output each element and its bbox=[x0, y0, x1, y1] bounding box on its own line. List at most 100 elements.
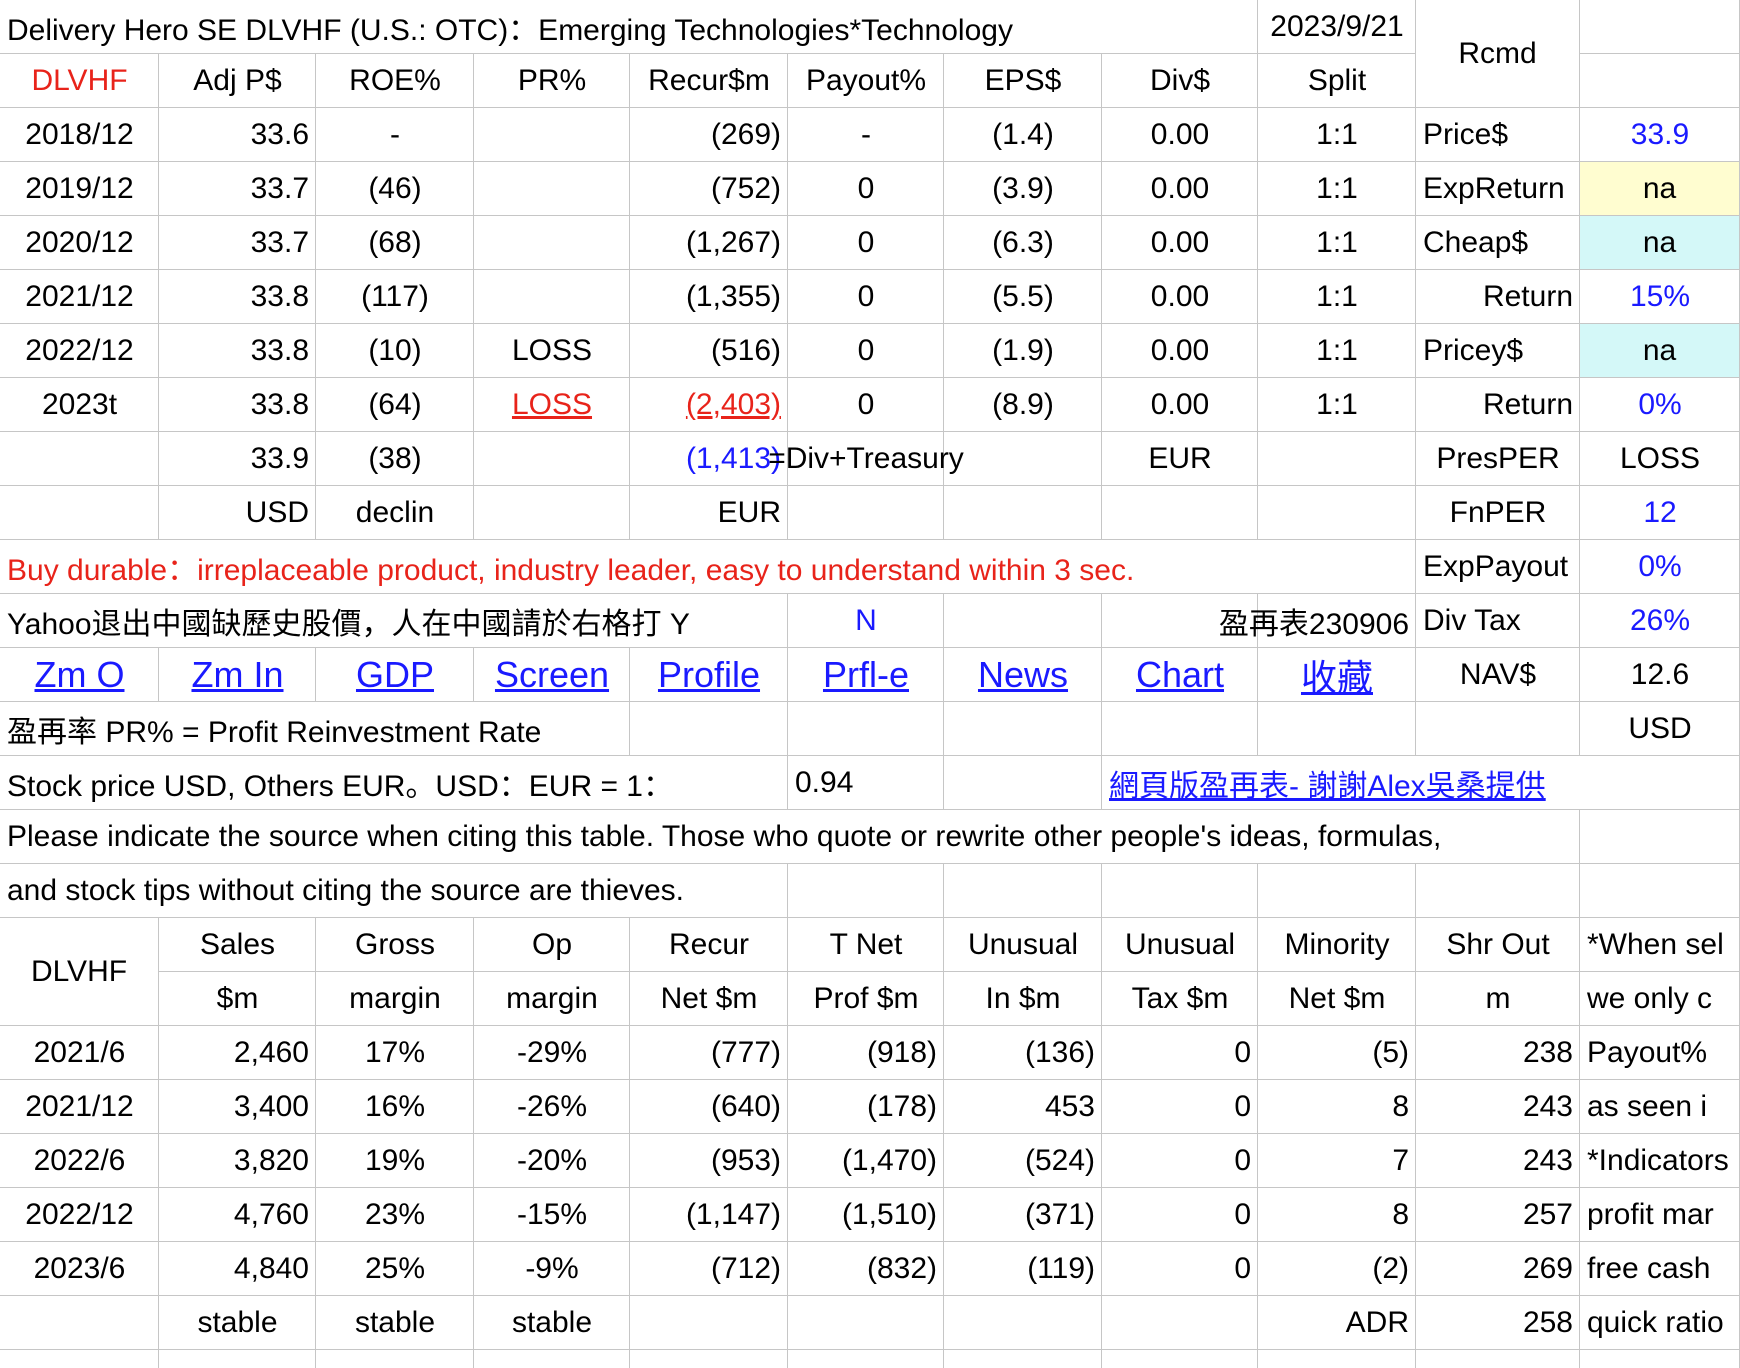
link[interactable]: 網頁版盈再表- 謝謝Alex吳桑提供 bbox=[1102, 756, 1740, 810]
grid-cell bbox=[1258, 972, 1416, 1026]
cell-text: 4,760 bbox=[233, 1198, 309, 1231]
cell-text: 2020/12 bbox=[25, 226, 134, 259]
grid-cell bbox=[788, 756, 944, 810]
grid-cell bbox=[630, 1188, 788, 1242]
cell-text: 17% bbox=[364, 1036, 426, 1069]
grid-cell bbox=[944, 432, 1102, 486]
cell-text: (1,147) bbox=[685, 1198, 781, 1231]
grid-cell bbox=[630, 1134, 788, 1188]
grid-cell bbox=[1416, 1080, 1580, 1134]
grid-cell bbox=[788, 378, 944, 432]
grid-cell bbox=[1258, 108, 1416, 162]
grid-cell bbox=[630, 162, 788, 216]
cell-text: 1:1 bbox=[1316, 226, 1358, 259]
cell-text: as seen i bbox=[1587, 1090, 1708, 1123]
grid-cell bbox=[1102, 648, 1258, 702]
link[interactable]: Chart bbox=[1135, 654, 1225, 695]
cell-text: 2023t bbox=[41, 388, 118, 421]
grid-cell bbox=[0, 648, 159, 702]
cell-text: Delivery Hero SE DLVHF (U.S.: OTC)：Emerg… bbox=[0, 0, 1258, 54]
grid-cell bbox=[1416, 378, 1580, 432]
cell-text: 238 bbox=[1522, 1036, 1573, 1069]
grid-cell bbox=[159, 324, 316, 378]
cell-text: - bbox=[861, 118, 871, 151]
grid-cell bbox=[474, 1026, 630, 1080]
grid-cell bbox=[1102, 594, 1258, 648]
cell-text: 0 bbox=[1234, 1036, 1251, 1069]
grid-cell bbox=[316, 108, 474, 162]
cell-text: -15% bbox=[516, 1198, 588, 1231]
grid-cell bbox=[1258, 1080, 1416, 1134]
grid-cell bbox=[474, 1080, 630, 1134]
link[interactable]: Profile bbox=[657, 654, 761, 695]
grid-cell bbox=[944, 324, 1102, 378]
grid-cell bbox=[1102, 270, 1258, 324]
grid-cell bbox=[788, 864, 944, 918]
grid-cell bbox=[944, 648, 1102, 702]
grid-cell bbox=[1258, 432, 1416, 486]
grid-cell bbox=[316, 162, 474, 216]
grid-cell bbox=[0, 1134, 159, 1188]
cell-text: Rcmd bbox=[1416, 0, 1580, 108]
cell-text: Recur bbox=[668, 928, 750, 961]
cell-text: Recur$m bbox=[648, 64, 770, 97]
grid-cell bbox=[1258, 1134, 1416, 1188]
cell-text: EUR bbox=[1148, 442, 1212, 475]
cell-text: 1:1 bbox=[1316, 172, 1358, 205]
cell-text: (1,355) bbox=[685, 280, 781, 313]
grid-cell bbox=[316, 432, 474, 486]
cell-text: Net $m bbox=[1288, 982, 1386, 1015]
cell-text: 1:1 bbox=[1316, 334, 1358, 367]
grid-cell bbox=[1258, 1026, 1416, 1080]
grid-cell bbox=[1580, 1350, 1740, 1368]
cell-text: 2022/12 bbox=[25, 1198, 134, 1231]
grid-cell bbox=[474, 1188, 630, 1242]
cell-text: Div Tax bbox=[1423, 604, 1521, 637]
grid-cell bbox=[1580, 0, 1740, 54]
grid-cell bbox=[159, 1134, 316, 1188]
cell-text: (1,267) bbox=[685, 226, 781, 259]
grid-cell bbox=[1416, 702, 1580, 756]
link[interactable]: Zm In bbox=[191, 654, 284, 695]
grid-cell bbox=[788, 1350, 944, 1368]
grid-cell bbox=[1416, 594, 1580, 648]
grid-cell bbox=[316, 324, 474, 378]
link[interactable]: GDP bbox=[355, 654, 434, 695]
cell-text: 盈再率 PR% = Profit Reinvestment Rate bbox=[0, 702, 630, 756]
cell-text: 243 bbox=[1522, 1090, 1573, 1123]
cell-text: EUR bbox=[717, 496, 781, 529]
link[interactable]: Prfl-e bbox=[822, 654, 909, 695]
grid-cell bbox=[1416, 972, 1580, 1026]
grid-cell bbox=[944, 1026, 1102, 1080]
link[interactable]: Screen bbox=[494, 654, 610, 695]
cell-text: 4,840 bbox=[233, 1252, 309, 1285]
grid-cell bbox=[159, 1296, 316, 1350]
cell-text: Prof $m bbox=[813, 982, 919, 1015]
cell-text: 2021/6 bbox=[33, 1036, 126, 1069]
cell-text: 0 bbox=[1234, 1090, 1251, 1123]
cell-text: 16% bbox=[364, 1090, 426, 1123]
grid-cell bbox=[1580, 54, 1740, 108]
link[interactable]: News bbox=[977, 654, 1069, 695]
grid-cell bbox=[159, 162, 316, 216]
grid-cell bbox=[944, 756, 1102, 810]
cell-text: (1.9) bbox=[992, 334, 1054, 367]
grid-cell bbox=[159, 972, 316, 1026]
grid-cell bbox=[944, 918, 1102, 972]
grid-cell bbox=[159, 1350, 316, 1368]
cell-text: 243 bbox=[1522, 1144, 1573, 1177]
grid-cell bbox=[1416, 1134, 1580, 1188]
cell-text: 3,820 bbox=[233, 1144, 309, 1177]
cell-text: Sales bbox=[199, 928, 276, 961]
cell-text: LOSS bbox=[511, 388, 593, 421]
link[interactable]: 收藏 bbox=[1300, 657, 1373, 698]
grid-cell bbox=[630, 1350, 788, 1368]
grid-cell bbox=[159, 486, 316, 540]
grid-cell bbox=[0, 1188, 159, 1242]
grid-cell bbox=[944, 216, 1102, 270]
grid-cell bbox=[316, 378, 474, 432]
grid-cell bbox=[630, 918, 788, 972]
cell-text: Tax $m bbox=[1131, 982, 1229, 1015]
cell-text: PR% bbox=[517, 64, 587, 97]
link[interactable]: Zm O bbox=[34, 654, 125, 695]
